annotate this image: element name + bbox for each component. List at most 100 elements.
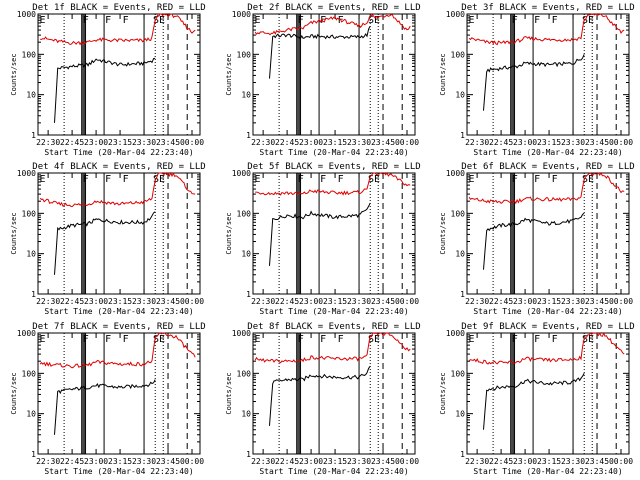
flag-annotation: F bbox=[534, 334, 540, 345]
x-tick-label: 23:00 bbox=[299, 138, 323, 147]
flag-annotation: F bbox=[83, 174, 89, 185]
series-line-events bbox=[483, 373, 585, 430]
series-line-lld bbox=[468, 13, 625, 46]
x-tick-label: 23:15 bbox=[537, 138, 561, 147]
y-tick-label: 1 bbox=[246, 290, 251, 299]
y-tick-label: 1000 bbox=[446, 169, 465, 178]
y-axis-label: Counts/sec bbox=[439, 372, 447, 414]
plot-frame bbox=[466, 172, 630, 295]
x-tick-label: 23:30 bbox=[132, 138, 156, 147]
x-tick-label: 22:45 bbox=[275, 297, 299, 306]
detector-panel-6: Det 6f BLACK = Events, RED = LLD 1 10 100 10… bbox=[439, 162, 635, 316]
series-line-lld bbox=[254, 332, 411, 364]
x-tick-label: 23:00 bbox=[84, 138, 108, 147]
x-tick-label: 00:00 bbox=[395, 138, 419, 147]
y-tick-label: 1000 bbox=[446, 10, 465, 19]
x-tick-label: 22:30 bbox=[251, 457, 275, 466]
x-tick-label: 00:00 bbox=[395, 457, 419, 466]
y-tick-label: 100 bbox=[237, 209, 252, 218]
series-line-lld bbox=[468, 332, 625, 365]
x-tick-label: 22:45 bbox=[489, 457, 513, 466]
series-line-events bbox=[483, 212, 585, 270]
y-tick-label: 100 bbox=[22, 369, 37, 378]
x-axis-label: Start Time (20-Mar-04 22:23:40) bbox=[44, 467, 193, 476]
flag-annotation: E bbox=[40, 174, 46, 185]
x-tick-label: 22:30 bbox=[465, 138, 489, 147]
y-axis-label: Counts/sec bbox=[439, 53, 447, 95]
x-tick-label: 22:45 bbox=[275, 457, 299, 466]
plot-frame bbox=[252, 332, 416, 455]
x-tick-label: 22:30 bbox=[251, 138, 275, 147]
x-tick-label: 23:00 bbox=[513, 138, 537, 147]
flag-annotation: SE bbox=[368, 15, 380, 26]
detector-panel-7: Det 7f BLACK = Events, RED = LLD 1 10 100 10… bbox=[10, 322, 206, 476]
y-tick-label: 1 bbox=[31, 450, 36, 459]
panel-title: Det 6f BLACK = Events, RED = LLD bbox=[461, 162, 634, 172]
flag-annotation: F bbox=[552, 174, 558, 185]
y-tick-label: 10 bbox=[455, 410, 465, 419]
flag-annotation: E bbox=[255, 174, 261, 185]
x-tick-label: 23:30 bbox=[561, 297, 585, 306]
y-tick-label: 10 bbox=[26, 91, 36, 100]
y-axis-label: Counts/sec bbox=[439, 212, 447, 254]
x-tick-label: 22:30 bbox=[36, 297, 60, 306]
series-line-lld bbox=[39, 171, 196, 208]
x-tick-label: 22:30 bbox=[251, 297, 275, 306]
y-axis-label: Counts/sec bbox=[10, 212, 18, 254]
flag-annotation: SE bbox=[368, 174, 380, 185]
flag-annotation: SE bbox=[368, 334, 380, 345]
y-tick-label: 10 bbox=[241, 91, 251, 100]
flag-annotation: F bbox=[552, 15, 558, 26]
plot-frame bbox=[37, 332, 201, 455]
flag-annotation: F bbox=[320, 174, 326, 185]
flag-annotation: F bbox=[512, 15, 518, 26]
x-tick-label: 23:45 bbox=[585, 297, 609, 306]
plot-frame bbox=[252, 13, 416, 136]
x-tick-label: 23:45 bbox=[156, 138, 180, 147]
x-tick-label: 23:15 bbox=[537, 297, 561, 306]
flag-annotation: E bbox=[469, 334, 475, 345]
x-tick-label: 00:00 bbox=[180, 457, 204, 466]
flag-annotation: F bbox=[338, 174, 344, 185]
x-tick-label: 23:15 bbox=[537, 457, 561, 466]
flag-annotation: F bbox=[338, 334, 344, 345]
plot-frame bbox=[37, 172, 201, 295]
x-tick-label: 23:15 bbox=[108, 457, 132, 466]
x-tick-label: 23:30 bbox=[561, 457, 585, 466]
x-tick-label: 23:45 bbox=[371, 457, 395, 466]
flag-annotation: F bbox=[534, 174, 540, 185]
y-tick-label: 1 bbox=[246, 450, 251, 459]
flag-annotation: F bbox=[123, 174, 129, 185]
x-tick-label: 23:45 bbox=[585, 457, 609, 466]
series-line-events bbox=[269, 202, 371, 266]
series-line-events bbox=[54, 57, 156, 123]
y-axis-label: Counts/sec bbox=[10, 53, 18, 95]
y-tick-label: 1000 bbox=[17, 10, 36, 19]
x-axis-label: Start Time (20-Mar-04 22:23:40) bbox=[44, 307, 193, 316]
series-line-events bbox=[483, 54, 585, 111]
x-tick-label: 23:45 bbox=[156, 457, 180, 466]
series-line-events bbox=[269, 25, 371, 79]
x-tick-label: 23:45 bbox=[371, 297, 395, 306]
y-tick-label: 1000 bbox=[232, 329, 251, 338]
flag-annotation: F bbox=[512, 334, 518, 345]
x-axis-label: Start Time (20-Mar-04 22:23:40) bbox=[44, 148, 193, 157]
y-tick-label: 100 bbox=[451, 369, 466, 378]
x-tick-label: 00:00 bbox=[180, 138, 204, 147]
x-tick-label: 23:15 bbox=[108, 297, 132, 306]
series-line-lld bbox=[468, 171, 625, 205]
x-tick-label: 23:00 bbox=[513, 457, 537, 466]
detector-panel-2: Det 2f BLACK = Events, RED = LLD 1 10 100 10… bbox=[225, 3, 421, 157]
x-axis-label: Start Time (20-Mar-04 22:23:40) bbox=[473, 307, 622, 316]
x-tick-label: 23:45 bbox=[156, 297, 180, 306]
x-tick-label: 22:45 bbox=[60, 297, 84, 306]
x-tick-label: 23:15 bbox=[108, 138, 132, 147]
y-axis-label: Counts/sec bbox=[225, 372, 233, 414]
x-tick-label: 22:45 bbox=[489, 138, 513, 147]
panel-title: Det 2f BLACK = Events, RED = LLD bbox=[247, 3, 420, 13]
flag-annotation: E bbox=[469, 15, 475, 26]
flag-annotation: F bbox=[534, 15, 540, 26]
series-line-lld bbox=[39, 332, 196, 369]
y-tick-label: 1 bbox=[246, 131, 251, 140]
y-axis-label: Counts/sec bbox=[225, 53, 233, 95]
